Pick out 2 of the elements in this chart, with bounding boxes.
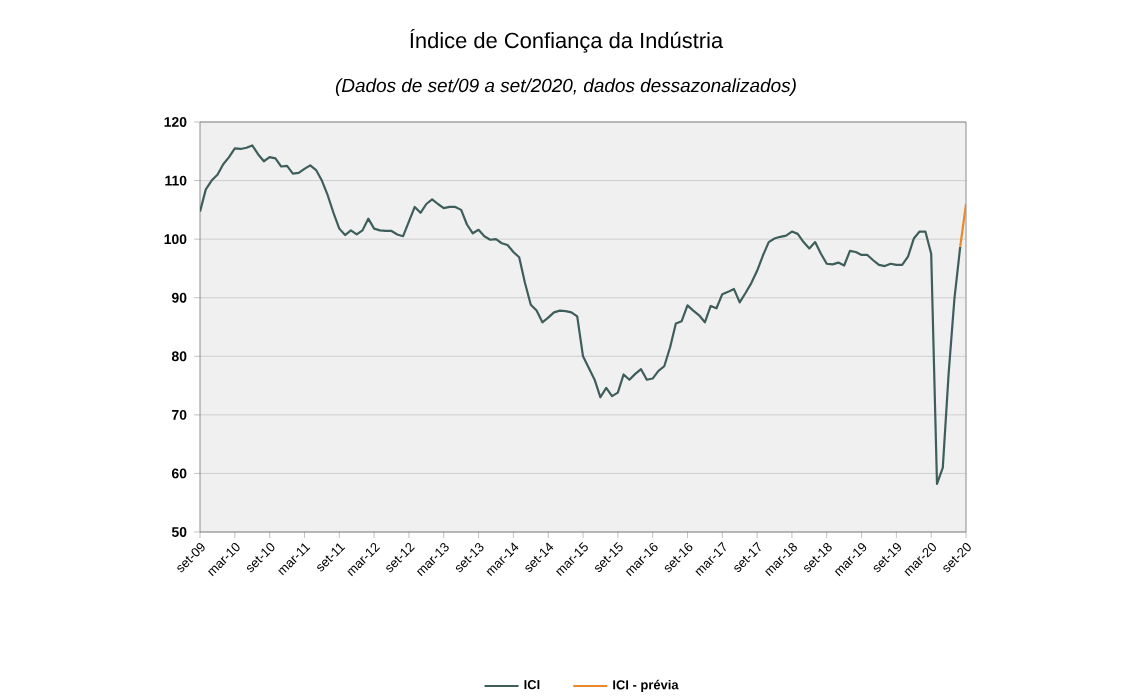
- chart-subtitle: (Dados de set/09 a set/2020, dados dessazonalizados): [335, 78, 796, 96]
- chart-title: Índice de Confiança da Indústria: [410, 28, 724, 53]
